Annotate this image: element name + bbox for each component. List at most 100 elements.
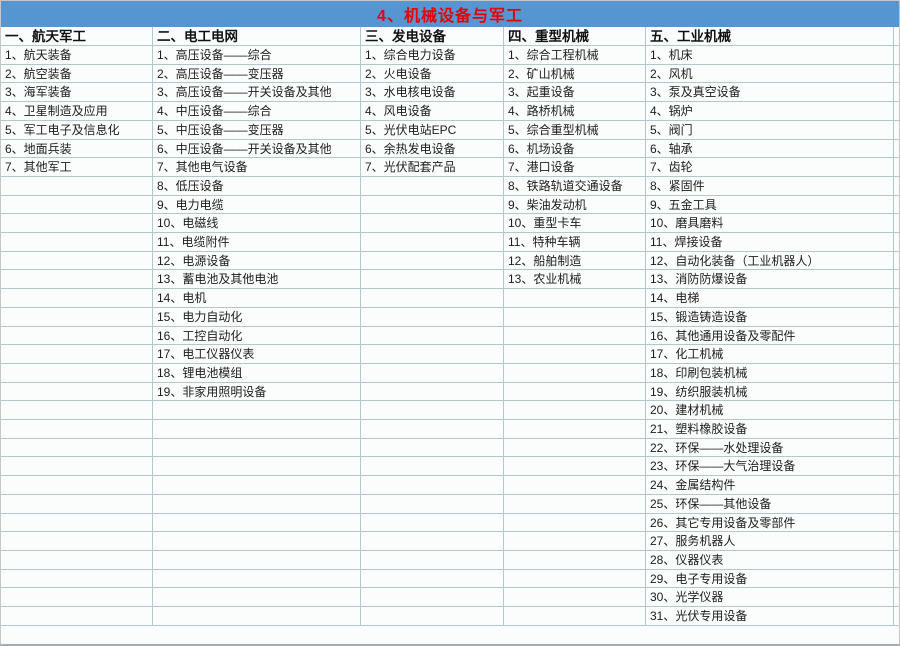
category-cell: 2、高压设备——变压器	[153, 64, 361, 84]
category-cell: 6、机场设备	[504, 139, 646, 159]
empty-cell	[153, 550, 361, 570]
empty-cell	[504, 289, 646, 308]
empty-cell	[1, 326, 153, 346]
category-cell: 6、中压设备——开关设备及其他	[153, 139, 361, 159]
empty-cell	[504, 588, 646, 608]
row-filler-cell	[894, 214, 899, 234]
row-filler-cell	[894, 364, 899, 383]
empty-cell	[361, 438, 504, 458]
row-filler-cell	[894, 570, 899, 589]
row-filler-cell	[894, 514, 899, 533]
empty-cell	[361, 176, 504, 196]
empty-cell	[504, 438, 646, 458]
table-body: 1、航天装备 1、高压设备——综合 1、综合电力设备 1、综合工程机械 1、机床 2、航空…	[1, 46, 899, 626]
empty-cell	[153, 420, 361, 439]
header-filler-cell	[894, 27, 899, 46]
row-filler-cell	[894, 476, 899, 495]
empty-cell	[1, 457, 153, 477]
category-cell: 9、五金工具	[646, 195, 894, 215]
category-cell: 3、水电核电设备	[361, 83, 504, 103]
empty-cell	[153, 401, 361, 421]
row-filler-cell	[894, 289, 899, 308]
category-cell: 4、路桥机械	[504, 102, 646, 121]
row-filler-cell	[894, 233, 899, 252]
empty-cell	[153, 457, 361, 477]
category-cell: 2、航空装备	[1, 64, 153, 84]
page-title: 4、机械设备与军工	[377, 8, 523, 25]
category-cell: 4、中压设备——综合	[153, 102, 361, 121]
empty-cell	[361, 251, 504, 271]
category-cell: 18、印刷包装机械	[646, 363, 894, 383]
empty-cell	[361, 457, 504, 477]
empty-cell	[1, 307, 153, 327]
empty-cell	[361, 382, 504, 402]
category-cell: 22、环保——水处理设备	[646, 438, 894, 458]
category-cell: 17、化工机械	[646, 345, 894, 364]
category-cell: 6、轴承	[646, 139, 894, 159]
category-cell: 15、电力自动化	[153, 307, 361, 327]
row-filler-cell	[894, 46, 899, 65]
empty-cell	[361, 607, 504, 626]
empty-cell	[504, 420, 646, 439]
empty-cell	[361, 270, 504, 290]
column-header-1: 一、航天军工	[1, 27, 153, 46]
empty-cell	[361, 550, 504, 570]
row-filler-cell	[894, 102, 899, 121]
category-cell: 16、工控自动化	[153, 326, 361, 346]
empty-cell	[1, 607, 153, 626]
row-filler-cell	[894, 383, 899, 402]
category-cell: 1、高压设备——综合	[153, 46, 361, 65]
empty-cell	[504, 326, 646, 346]
category-cell: 13、农业机械	[504, 270, 646, 290]
category-cell: 2、火电设备	[361, 64, 504, 84]
empty-cell	[361, 214, 504, 234]
empty-cell	[361, 345, 504, 364]
empty-cell	[153, 569, 361, 589]
row-filler-cell	[894, 158, 899, 177]
empty-cell	[504, 476, 646, 495]
category-cell: 3、起重设备	[504, 83, 646, 103]
category-cell: 29、电子专用设备	[646, 569, 894, 589]
category-cell: 5、光伏电站EPC	[361, 120, 504, 140]
empty-cell	[1, 251, 153, 271]
category-cell: 31、光伏专用设备	[646, 607, 894, 626]
empty-cell	[504, 307, 646, 327]
empty-cell	[504, 363, 646, 383]
empty-cell	[1, 476, 153, 495]
category-cell: 13、蓄电池及其他电池	[153, 270, 361, 290]
category-cell: 14、电机	[153, 289, 361, 308]
empty-cell	[504, 513, 646, 533]
category-cell: 7、港口设备	[504, 158, 646, 177]
row-filler-cell	[894, 401, 899, 421]
empty-cell	[1, 289, 153, 308]
category-cell: 12、电源设备	[153, 251, 361, 271]
column-header-2: 二、电工电网	[153, 27, 361, 46]
category-cell: 6、地面兵装	[1, 139, 153, 159]
category-cell: 11、特种车辆	[504, 233, 646, 252]
category-cell: 1、综合工程机械	[504, 46, 646, 65]
bottom-empty-row	[1, 625, 899, 644]
row-filler-cell	[894, 121, 899, 140]
row-filler-cell	[894, 252, 899, 271]
category-cell: 19、非家用照明设备	[153, 382, 361, 402]
category-cell: 27、服务机器人	[646, 532, 894, 551]
category-cell: 9、电力电缆	[153, 195, 361, 215]
row-filler-cell	[894, 495, 899, 514]
empty-cell	[1, 438, 153, 458]
empty-cell	[1, 494, 153, 514]
empty-cell	[504, 550, 646, 570]
empty-cell	[153, 513, 361, 533]
empty-cell	[153, 607, 361, 626]
column-header-3: 三、发电设备	[361, 27, 504, 46]
row-filler-cell	[894, 439, 899, 458]
category-cell: 11、焊接设备	[646, 233, 894, 252]
empty-cell	[1, 345, 153, 364]
row-filler-cell	[894, 65, 899, 84]
title-bar: 4、机械设备与军工	[1, 1, 899, 27]
category-cell: 2、风机	[646, 64, 894, 84]
category-cell: 5、阀门	[646, 120, 894, 140]
row-filler-cell	[894, 140, 899, 159]
category-cell: 1、航天装备	[1, 46, 153, 65]
empty-cell	[361, 233, 504, 252]
